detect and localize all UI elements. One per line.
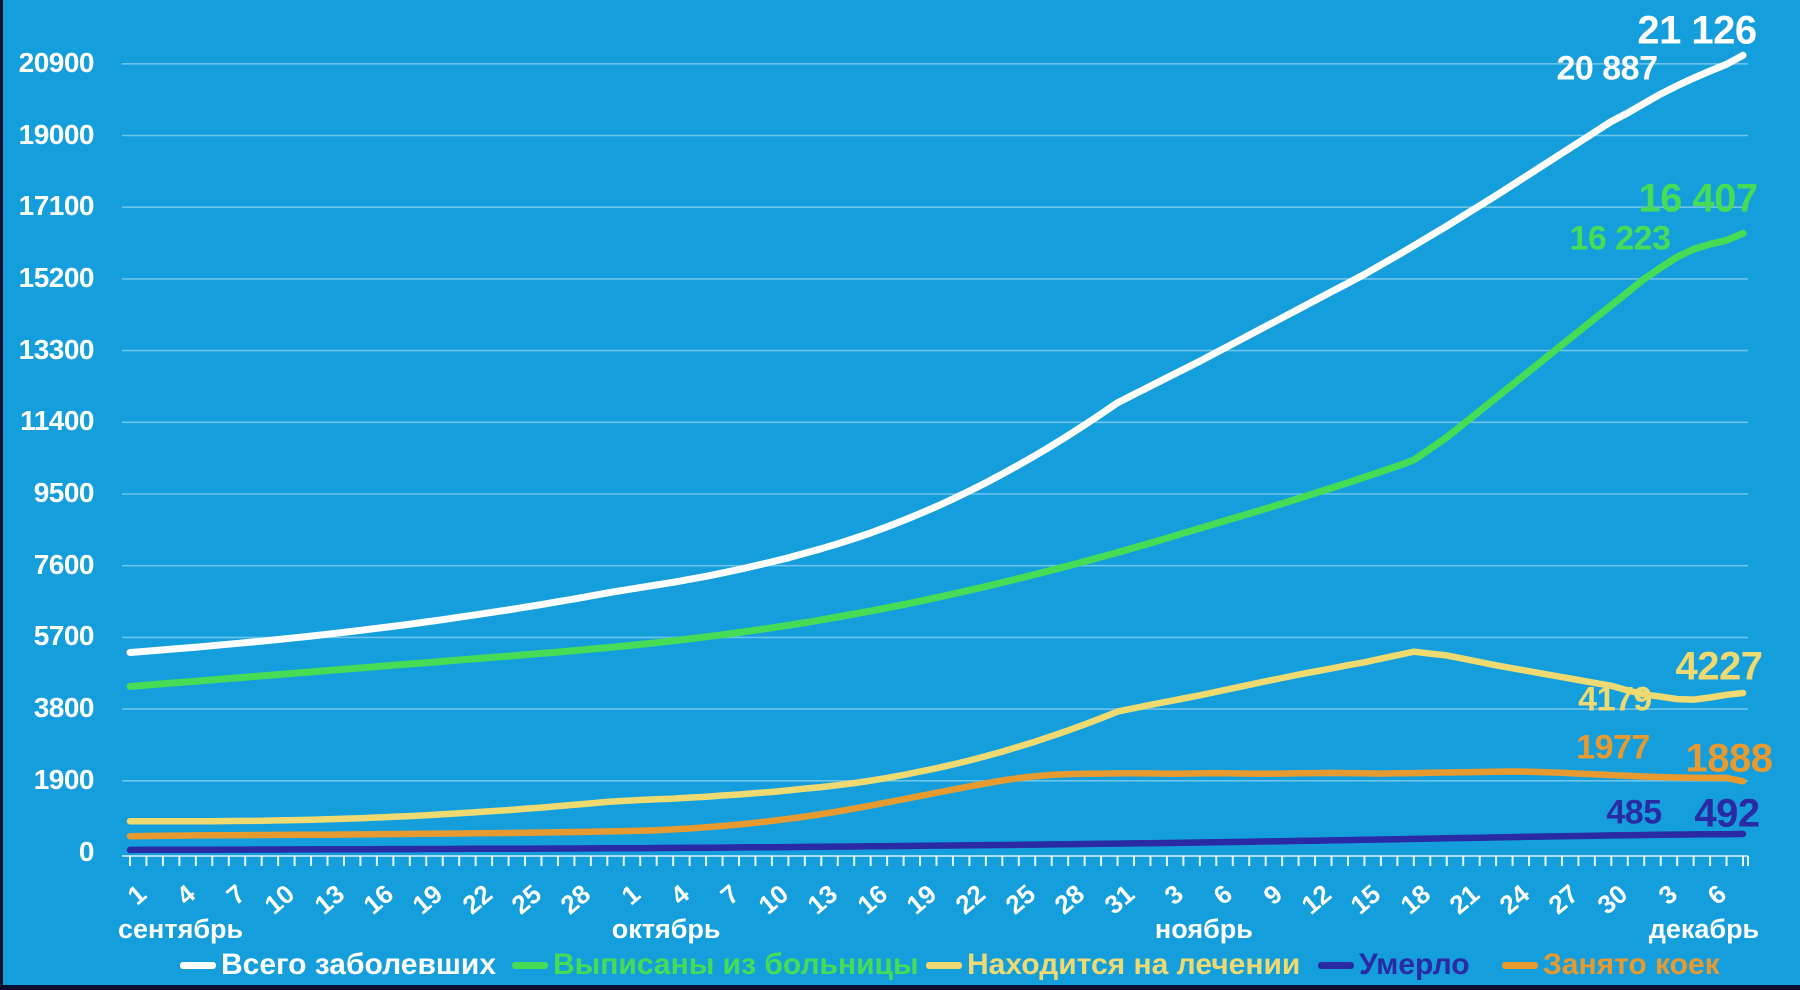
legend-label: Всего заболевших — [221, 948, 497, 981]
legend-item: Занято коек — [1502, 948, 1720, 982]
y-axis-label: 17100 — [18, 190, 95, 222]
series-line-1 — [126, 229, 1747, 690]
y-axis-label: 3800 — [33, 692, 95, 724]
data-label: 16 407 — [1638, 176, 1758, 221]
legend-label: Выписаны из больницы — [553, 948, 919, 981]
y-axis-label: 5700 — [33, 620, 95, 652]
y-axis-label: 15200 — [18, 261, 95, 293]
series-line-3 — [126, 830, 1747, 854]
data-label: 1977 — [1576, 728, 1650, 767]
month-label: декабрь — [1648, 914, 1760, 944]
legend-label: Занято коек — [1543, 948, 1720, 981]
legend-dash-icon — [512, 961, 548, 969]
data-label: 485 — [1606, 793, 1662, 832]
legend-item: Всего заболевших — [180, 948, 496, 982]
month-label: ноябрь — [1154, 914, 1253, 944]
legend-dash-icon — [1318, 961, 1354, 969]
month-label: сентябрь — [118, 914, 244, 944]
series-line-0 — [126, 51, 1747, 656]
frame-bottom-edge — [0, 985, 1800, 990]
legend-item: Выписаны из больницы — [512, 948, 919, 982]
data-label: 492 — [1694, 791, 1760, 836]
series-line-4 — [126, 768, 1747, 840]
y-axis-label: 1900 — [33, 763, 95, 795]
y-axis-label: 9500 — [33, 477, 95, 508]
data-label: 20 887 — [1556, 49, 1659, 88]
data-label: 4227 — [1675, 644, 1763, 689]
data-label: 4179 — [1578, 680, 1652, 719]
data-label: 16 223 — [1569, 219, 1672, 258]
data-label: 1888 — [1685, 736, 1773, 781]
legend-label: Умерло — [1359, 948, 1470, 981]
legend-dash-icon — [180, 961, 216, 969]
y-axis-label: 19000 — [18, 118, 95, 150]
data-label: 21 126 — [1637, 8, 1757, 53]
legend-dash-icon — [1502, 961, 1538, 969]
frame-left-edge — [0, 0, 3, 990]
series-line-2 — [126, 648, 1747, 825]
y-axis-label: 0 — [78, 835, 95, 867]
legend-dash-icon — [926, 961, 962, 969]
legend-item: Умерло — [1318, 948, 1470, 982]
y-axis-label: 13300 — [18, 333, 95, 365]
y-axis-label: 11400 — [20, 405, 94, 437]
legend-label: Находится на лечении — [967, 948, 1301, 981]
y-axis-label: 20900 — [18, 46, 95, 78]
month-label: октябрь — [611, 914, 721, 944]
y-axis-label: 7600 — [33, 548, 95, 580]
legend-item: Находится на лечении — [926, 948, 1300, 982]
